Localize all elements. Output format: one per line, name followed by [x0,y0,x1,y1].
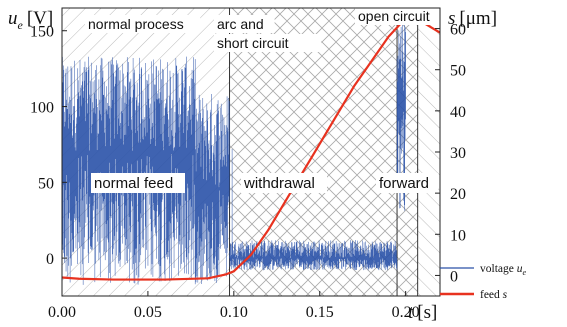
x-axis-label: t [s] [408,302,437,323]
region-mid-label-1: withdrawal [243,175,315,192]
y-right-tick-label: 60 [450,22,466,39]
region-label-bg [355,7,455,25]
x-tick-label: 0.20 [392,304,420,321]
y-right-tick-label: 20 [450,186,466,203]
y-right-tick-label: 50 [450,63,466,80]
region-mid-label-0: normal feed [94,175,173,192]
y-right-tick-label: 10 [450,227,466,244]
region-label-bg [85,15,201,33]
region-labels: normal process arc and short circuit open c… [85,7,455,193]
region-mid-label-2: forward [379,175,429,192]
region-mid-label-bg [241,173,327,193]
y-left-tick-label: 150 [30,24,54,41]
x-tick-label: 0.10 [220,304,248,321]
region-mid-label-bg [91,173,185,193]
legend-label-feed: feed s [480,289,508,301]
region-top-label-2-0: open circuit [358,8,430,24]
x-tick-label: 0.00 [48,304,76,321]
y-right-tick-label: 30 [450,145,466,162]
region-top-label-1-0: arc and [217,16,264,32]
y-axis-right: 0 10 20 30 40 50 60 [435,22,466,285]
y-right-tick-label: 0 [450,268,458,285]
region-3 [417,8,440,296]
region-label-bg [214,34,322,52]
x-tick-label: 0.05 [134,304,162,321]
x-axis: 0.00 0.05 0.10 0.15 0.20 [48,291,420,321]
region-top-label-0-0: normal process [88,16,184,32]
y-right-tick-label: 40 [450,104,466,121]
y-right-axis-label: s [μm] [448,8,497,29]
region-mid-label-bg [376,173,438,193]
region-top-label-1-1: short circuit [217,35,289,51]
y-left-axis-label: ue [V] [8,8,53,32]
legend-label-voltage: voltage ue [480,263,526,277]
legend: voltage ue feed s [440,263,526,301]
y-left-tick-label: 50 [38,175,54,192]
y-left-tick-label: 100 [30,100,54,117]
region-label-bg [214,15,275,33]
y-axis-left: 0 50 100 150 [30,24,67,268]
x-tick-label: 0.15 [306,304,334,321]
y-left-tick-label: 0 [46,251,54,268]
